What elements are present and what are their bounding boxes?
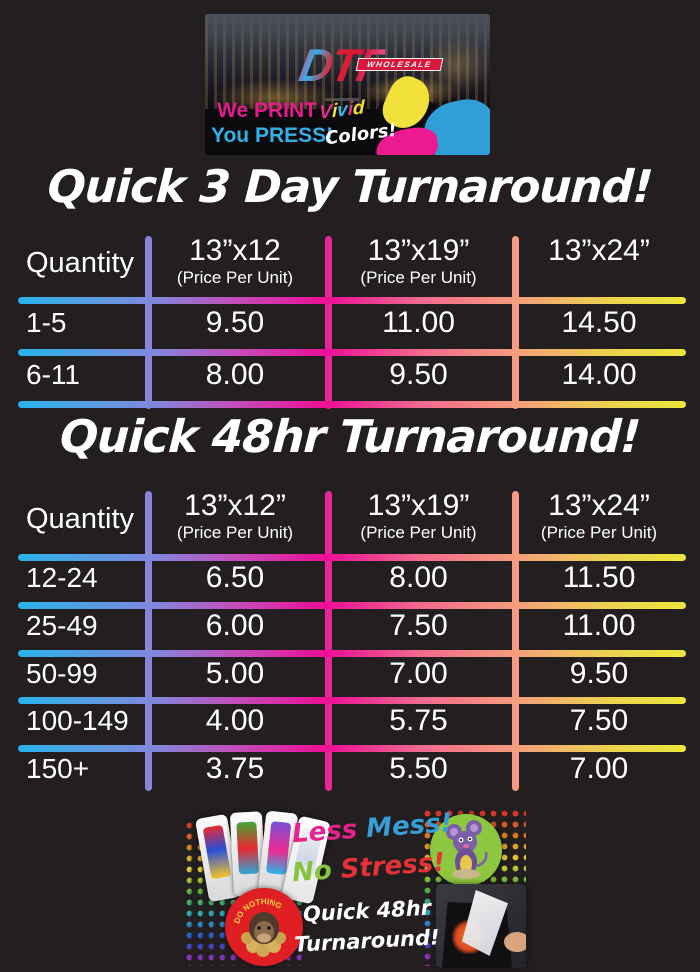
column-divider: [325, 236, 332, 409]
column-divider: [145, 236, 152, 409]
size-header: 13”x12” (Price Per Unit): [176, 489, 294, 543]
city-skyline-photo: [205, 14, 490, 109]
paint-splash-art: [370, 70, 490, 155]
transfer-print: [202, 824, 232, 880]
size-header: 13”x19” (Price Per Unit): [360, 489, 477, 543]
rat-sticker: [430, 814, 502, 886]
size-header: 13”x19” (Price Per Unit): [360, 234, 477, 288]
table-row: 6-11 8.00 9.50 14.00: [26, 358, 637, 391]
row-divider: [18, 650, 686, 657]
quick-48hr-line1: Quick 48hr: [302, 895, 432, 927]
brand-banner: DTF WHOLESALE We PRINT You PRESS! Vivid …: [205, 14, 490, 155]
you-press-text: You PRESS!: [211, 124, 334, 147]
column-divider: [145, 491, 152, 791]
row-divider: [18, 602, 686, 609]
ape-sticker: DO NOTHING: [225, 888, 303, 966]
ape-cartoon: DO NOTHING: [232, 897, 286, 957]
footer-collage: DO NOTHING: [180, 806, 528, 968]
heading-3day-turnaround: Quick 3 Day Turnaround!: [46, 160, 654, 213]
vivid-letter: V: [318, 101, 332, 124]
size-header: 13”x24” (Price Per Unit): [540, 489, 658, 543]
night-sky: [205, 14, 490, 54]
less-word: Less: [291, 814, 359, 850]
row-divider: [18, 401, 686, 408]
mess-word: Mess!: [365, 808, 454, 845]
pricing-table-3day: Quantity 13”x12 (Price Per Unit) 13”x19”…: [16, 230, 686, 412]
quantity-header: Quantity: [26, 247, 134, 279]
vivid-letter: d: [352, 97, 365, 120]
we-print-text: We PRINT: [217, 99, 317, 122]
no-word: No: [291, 855, 333, 889]
stress-word: Stress!: [339, 847, 446, 885]
table-row: 1-5 9.50 11.00 14.50: [26, 306, 637, 339]
table-header-row: Quantity 13”x12 (Price Per Unit) 13”x19”…: [16, 230, 686, 297]
column-divider: [512, 236, 519, 409]
size-header: 13”x24”: [548, 234, 650, 267]
footer-slogan: Less Mess! No Stress! Quick 48hr Turnaro…: [291, 808, 453, 957]
table-row: 100-149 4.00 5.75 7.50: [26, 704, 629, 737]
vivid-word: Vivid: [318, 97, 366, 124]
row-divider: [18, 554, 686, 561]
less-mess-line: Less Mess!: [291, 808, 453, 850]
logo-tagline-smudge: [325, 98, 359, 101]
table-row: 25-49 6.00 7.50 11.00: [26, 609, 636, 642]
column-divider: [325, 491, 332, 791]
row-divider: [18, 349, 686, 356]
vivid-letter: v: [336, 99, 348, 122]
size-header: 13”x12 (Price Per Unit): [176, 234, 294, 288]
rat-cartoon: [446, 820, 488, 879]
row-divider: [18, 697, 686, 704]
peel-transfer-photo: [436, 884, 526, 968]
quick-48hr-line2: Turnaround!: [293, 925, 441, 957]
table-row: 50-99 5.00 7.00 9.50: [26, 656, 629, 690]
no-stress-line: No Stress!: [291, 847, 446, 889]
wholesale-ribbon: WHOLESALE: [355, 58, 443, 71]
pricing-table-48hr: Quantity 13”x12” (Price Per Unit) 13”x19…: [16, 485, 686, 797]
table-row: 150+ 3.75 5.50 7.00: [26, 752, 629, 785]
row-divider: [18, 745, 686, 752]
row-divider: [18, 297, 686, 304]
transfer-print: [236, 821, 260, 875]
table-row: 12-24 6.50 8.00 11.50: [26, 561, 636, 594]
column-divider: [512, 491, 519, 791]
hand: [504, 932, 526, 952]
table-header-row: Quantity 13”x12” (Price Per Unit) 13”x19…: [16, 485, 686, 554]
heading-48hr-turnaround: Quick 48hr Turnaround!: [58, 410, 642, 463]
quantity-header: Quantity: [26, 503, 134, 535]
